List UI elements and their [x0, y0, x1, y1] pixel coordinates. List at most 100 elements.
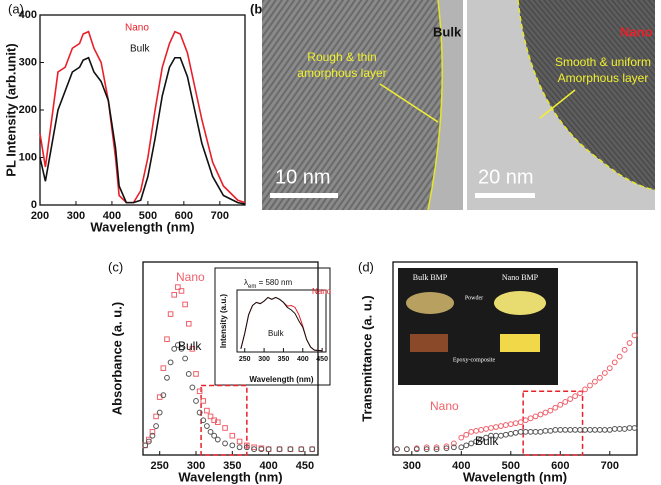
x-tick-label: 350 [278, 356, 290, 363]
marker [562, 427, 569, 433]
marker [596, 374, 603, 381]
note: λem = 580 nm [244, 278, 292, 289]
marker [468, 440, 475, 447]
y-axis-label: Transmittance (a. u.) [359, 295, 374, 421]
x-tick-label: 300 [403, 460, 421, 472]
scale-label: 20 nm [478, 166, 534, 188]
marker [512, 420, 519, 427]
marker [193, 398, 199, 404]
y-tick-label: 100 [19, 151, 37, 163]
marker [626, 425, 633, 431]
particle [518, 0, 655, 190]
marker [592, 378, 598, 385]
marker [547, 427, 554, 434]
marker [567, 396, 574, 402]
legend-label: Bulk [130, 44, 150, 55]
marker [621, 346, 628, 353]
marker [626, 340, 633, 346]
marker [483, 434, 489, 441]
marker [423, 444, 430, 451]
marker [522, 428, 529, 435]
marker [287, 446, 294, 453]
marker [517, 419, 524, 426]
marker [450, 440, 457, 447]
x-tick-label: 700 [601, 460, 619, 472]
marker [167, 311, 174, 317]
image-tag: Bulk [433, 24, 462, 39]
y-axis-label: Intensity (a.u.) [219, 294, 228, 349]
note: amorphous layer [297, 66, 386, 80]
marker [473, 427, 480, 434]
marker [502, 422, 509, 428]
marker [200, 398, 207, 404]
marker [458, 434, 465, 441]
tem-right: Nano Smooth & uniform Amorphous layer 20… [467, 0, 656, 210]
marker [572, 393, 579, 400]
marker [229, 442, 236, 449]
marker [178, 345, 185, 352]
marker [164, 374, 170, 381]
photo [398, 268, 558, 385]
marker [214, 436, 221, 443]
boundary [427, 0, 443, 211]
x-tick-label: 250 [151, 460, 169, 472]
marker [193, 371, 199, 377]
marker [251, 446, 257, 453]
x-tick-label: 600 [551, 460, 569, 472]
photo-label: Bulk BMP [413, 273, 448, 282]
marker [616, 353, 623, 360]
marker [478, 436, 484, 443]
marker [606, 427, 613, 433]
marker [433, 444, 440, 451]
marker [211, 432, 218, 439]
x-tick-label: 500 [502, 460, 520, 472]
marker [243, 444, 250, 451]
marker [587, 427, 593, 433]
marker [458, 444, 465, 451]
marker [532, 413, 539, 420]
x-axis-label: Wavelength (nm) [90, 219, 194, 234]
marker [611, 426, 618, 432]
marker [178, 288, 185, 294]
marker [145, 438, 152, 445]
crystal [262, 0, 443, 210]
x-tick-label: 200 [31, 210, 49, 222]
marker [185, 371, 192, 377]
photo-inset [398, 268, 558, 385]
photo-label: Nano BMP [502, 273, 539, 282]
marker [403, 446, 410, 453]
series-line [39, 56, 246, 205]
marker [171, 345, 178, 352]
x-axis-label: Wavelength (nm) [463, 469, 567, 484]
marker [527, 415, 534, 422]
marker [631, 332, 638, 339]
marker [433, 446, 440, 453]
marker [483, 426, 489, 432]
marker [236, 444, 243, 451]
marker [596, 427, 603, 433]
marker [601, 370, 608, 376]
x-tick-label: 700 [211, 210, 229, 222]
marker [309, 446, 316, 453]
marker [174, 342, 181, 348]
marker [450, 444, 457, 451]
marker [175, 284, 181, 290]
marker [507, 430, 514, 437]
marker [153, 423, 159, 429]
marker [244, 442, 250, 449]
y-tick-label: 0 [31, 199, 37, 211]
arrow [539, 89, 576, 119]
scale-label: 10 nm [275, 166, 331, 188]
marker [542, 427, 549, 434]
marker [562, 399, 569, 405]
x-tick-label: 400 [259, 460, 277, 472]
panel-label: (d) [358, 259, 374, 274]
note-rest: = 580 nm [256, 278, 292, 287]
marker [478, 427, 484, 433]
marker [606, 365, 613, 372]
marker [443, 443, 450, 450]
series-line [39, 30, 246, 204]
photo-label: Powder [465, 295, 483, 301]
x-tick-label: 400 [452, 460, 470, 472]
